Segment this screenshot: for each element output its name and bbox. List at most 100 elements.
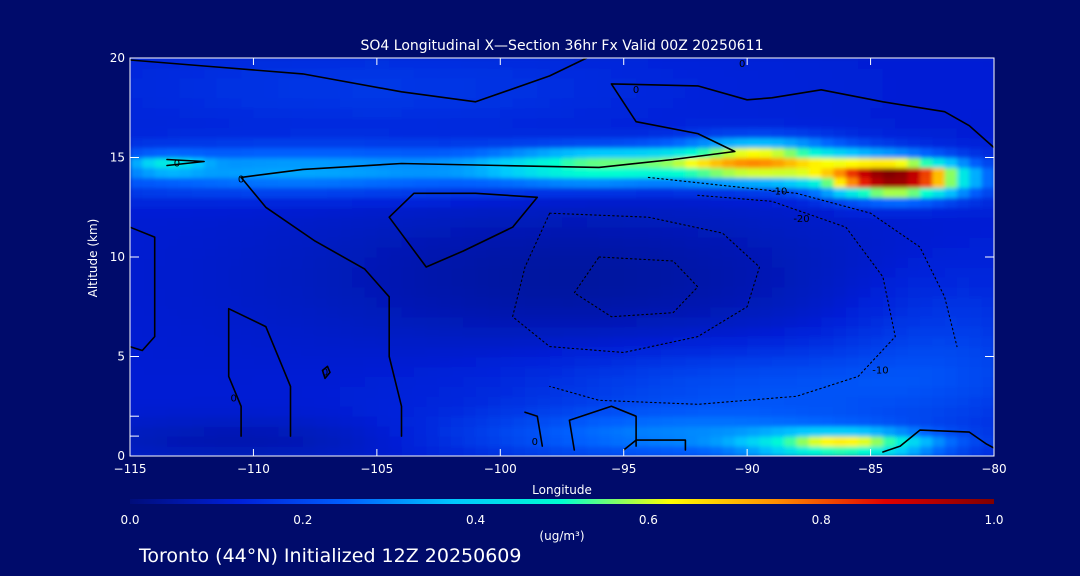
field-cell xyxy=(895,67,909,79)
field-cell xyxy=(623,446,637,456)
field-cell xyxy=(401,276,415,288)
field-cell xyxy=(537,187,551,198)
field-cell xyxy=(599,237,612,248)
field-cell xyxy=(290,396,304,407)
field-cell xyxy=(290,177,304,188)
field-cell xyxy=(648,217,662,228)
field-cell xyxy=(858,376,872,387)
field-cell xyxy=(895,326,909,338)
field-cell xyxy=(796,396,810,407)
field-cell xyxy=(821,77,835,89)
field-cell xyxy=(179,446,193,456)
field-cell xyxy=(636,67,649,79)
field-cell xyxy=(562,426,575,437)
field-cell xyxy=(821,167,835,178)
field-cell xyxy=(981,67,994,79)
field-cell xyxy=(895,416,909,427)
contour-line-zero xyxy=(568,405,637,451)
field-cell xyxy=(833,326,847,338)
field-cell xyxy=(907,177,921,188)
field-cell xyxy=(315,227,329,238)
field-cell xyxy=(376,67,390,79)
field-cell xyxy=(142,266,156,278)
field-cell xyxy=(858,207,872,218)
field-cell xyxy=(833,97,847,109)
field-cell xyxy=(463,426,477,437)
field-cell xyxy=(697,396,711,407)
field-cell xyxy=(870,107,884,119)
field-cell xyxy=(895,127,909,139)
field-cell xyxy=(586,157,600,169)
field-cell xyxy=(426,257,440,268)
field-cell xyxy=(278,187,292,198)
field-cell xyxy=(771,217,785,228)
field-cell xyxy=(944,67,958,79)
field-cell xyxy=(179,426,193,437)
colorbar: 0.0 0.2 0.4 0.6 0.8 1.0 (ug/m³) xyxy=(120,499,1004,543)
field-cell xyxy=(401,286,415,298)
field-cell xyxy=(253,356,267,368)
field-cell xyxy=(932,187,946,198)
field-cell xyxy=(870,247,884,258)
field-cell xyxy=(413,177,427,188)
field-cell xyxy=(611,137,625,149)
field-cell xyxy=(315,386,329,397)
field-cell xyxy=(376,227,390,238)
field-cell xyxy=(673,127,687,139)
field-cell xyxy=(685,87,699,99)
field-cell xyxy=(487,286,501,298)
field-cell xyxy=(586,217,600,228)
field-cell xyxy=(648,237,662,248)
field-cell xyxy=(142,227,156,238)
field-cell xyxy=(302,326,316,338)
field-cell xyxy=(302,58,316,69)
field-cell xyxy=(599,247,612,258)
field-cell xyxy=(673,346,687,358)
field-cell xyxy=(487,366,501,377)
field-cell xyxy=(389,416,403,427)
field-cell xyxy=(413,237,427,248)
field-cell xyxy=(636,416,649,427)
field-cell xyxy=(796,177,810,188)
field-cell xyxy=(697,58,711,69)
field-cell xyxy=(969,416,983,427)
field-cell xyxy=(401,177,415,188)
field-cell xyxy=(154,396,168,407)
field-cell xyxy=(327,77,341,89)
field-cell xyxy=(771,296,785,308)
field-cell xyxy=(549,346,563,358)
field-cell xyxy=(450,426,464,437)
field-cell xyxy=(969,187,983,198)
field-cell xyxy=(636,177,649,188)
field-cell xyxy=(623,376,637,387)
field-cell xyxy=(833,207,847,218)
field-cell xyxy=(352,446,366,456)
field-cell xyxy=(956,227,970,238)
field-cell xyxy=(685,426,699,437)
field-cell xyxy=(870,396,884,407)
field-cell xyxy=(944,446,958,456)
field-cell xyxy=(290,127,304,139)
field-cell xyxy=(500,237,514,248)
field-cell xyxy=(771,336,785,348)
field-cell xyxy=(759,376,773,387)
field-cell xyxy=(759,276,773,288)
field-cell xyxy=(130,366,143,377)
field-cell xyxy=(808,336,822,348)
field-cell xyxy=(450,316,464,328)
field-cell xyxy=(919,137,933,149)
field-cell xyxy=(228,207,242,218)
field-cell xyxy=(771,177,785,188)
field-cell xyxy=(858,107,872,119)
field-cell xyxy=(512,87,526,99)
field-cell xyxy=(747,147,761,159)
field-cell xyxy=(487,346,501,358)
field-cell xyxy=(265,217,279,228)
field-cell xyxy=(339,97,353,109)
field-cell xyxy=(167,286,180,298)
field-cell xyxy=(969,177,983,188)
field-cell xyxy=(426,147,440,159)
field-cell xyxy=(611,127,625,139)
chart-title: SO4 Longitudinal X—Section 36hr Fx Valid… xyxy=(361,38,764,54)
field-cell xyxy=(944,237,958,248)
